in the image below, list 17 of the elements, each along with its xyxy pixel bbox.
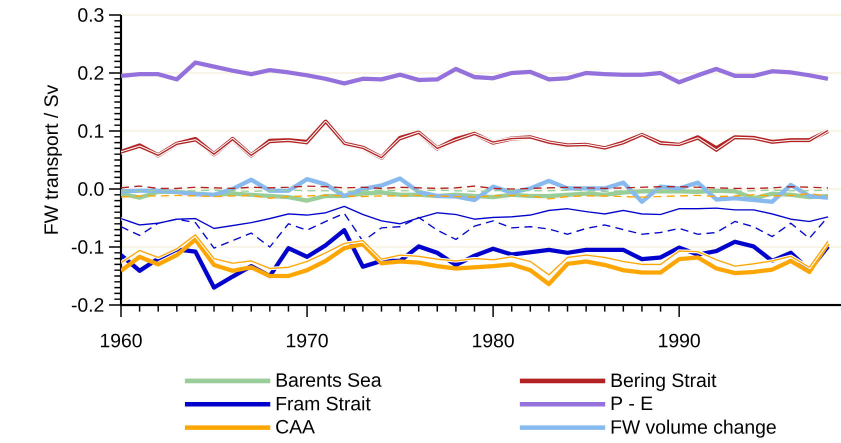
legend-label: Bering Strait	[612, 372, 716, 391]
y-axis-title: FW transport / Sv	[44, 84, 62, 234]
y-tick-label: 0.0	[78, 182, 104, 196]
y-tick-label: 0.1	[78, 124, 104, 138]
y-tick-label: 0.3	[78, 8, 104, 22]
legend-label: CAA	[276, 420, 315, 434]
x-tick-label: 1990	[659, 334, 700, 348]
y-tick-label: -0.1	[72, 240, 104, 254]
legend-label: FW volume change	[612, 420, 776, 438]
x-tick-label: 1980	[473, 334, 514, 348]
y-tick-label: 0.2	[78, 66, 104, 80]
x-tick-label: 1970	[287, 334, 328, 348]
legend-label: P - E	[612, 396, 652, 410]
y-tick-label: -0.2	[72, 298, 104, 312]
legend-label: Fram Strait	[276, 396, 371, 410]
x-tick-label: 1960	[100, 334, 142, 348]
legend-label: Barents Sea	[276, 373, 382, 387]
